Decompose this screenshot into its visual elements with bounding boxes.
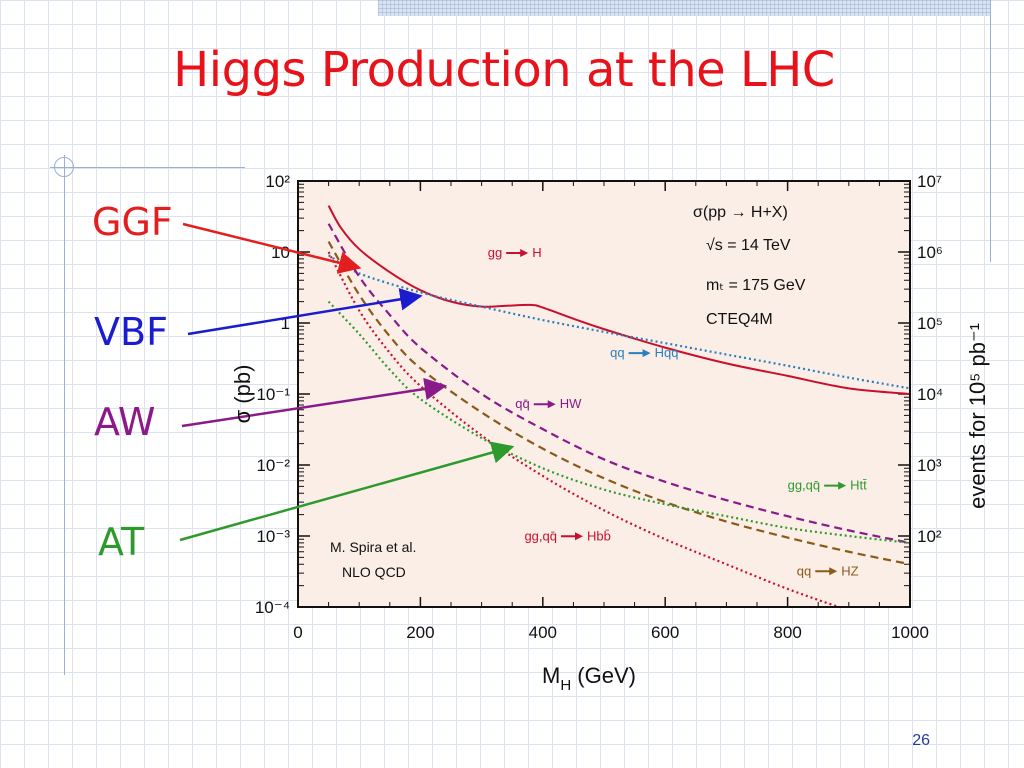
- decorative-rule-horizontal: [50, 167, 245, 168]
- curve-label-result: Htt̄: [850, 478, 867, 493]
- curve-label-process: qq: [610, 345, 624, 360]
- y-tick-label: 1: [281, 314, 290, 333]
- top-decorative-band: [378, 0, 990, 16]
- x-tick-label: 0: [293, 623, 302, 642]
- x-tick-label: 400: [529, 623, 557, 642]
- y2-tick-label: 10⁴: [917, 385, 943, 404]
- series-line-2: [327, 223, 910, 544]
- curve-label-process: qq̄: [515, 396, 529, 411]
- decorative-rule-circle: [54, 157, 74, 177]
- callout-arrow-vbf: [187, 288, 423, 336]
- y-axis-label: σ (pb): [230, 365, 255, 424]
- y-tick-label: 10⁻²: [256, 456, 290, 475]
- callout-label-vbf: VBF: [94, 310, 168, 354]
- series-line-3: [327, 241, 910, 566]
- curve-label-process: gg,qq̄: [524, 528, 557, 543]
- curve-label-process: gg: [488, 245, 502, 260]
- callout-label-at: AT: [98, 520, 145, 564]
- callout-label-ggf: GGF: [92, 200, 173, 244]
- y2-axis-label: events for 10⁵ pb⁻¹: [965, 323, 990, 509]
- callout-label-aw: AW: [94, 400, 156, 444]
- info-line-energy: √s = 14 TeV: [706, 237, 791, 254]
- y-tick-label: 10⁻⁴: [255, 598, 290, 617]
- decorative-rule-vertical: [64, 155, 65, 675]
- y2-tick-label: 10⁷: [917, 172, 942, 191]
- info-line-pdf: CTEQ4M: [706, 311, 773, 328]
- curve-label-process: gg,qq̄: [788, 478, 821, 493]
- curve-label-result: H: [532, 245, 541, 260]
- curve-label-arrowhead-icon: [520, 249, 529, 258]
- x-tick-label: 800: [773, 623, 801, 642]
- curve-label-arrowhead-icon: [829, 567, 838, 576]
- curve-label-arrowhead-icon: [574, 532, 583, 541]
- series-line-1: [328, 254, 910, 390]
- series-line-5: [327, 251, 843, 607]
- callout-arrow-aw: [181, 377, 448, 428]
- credit-order: NLO QCD: [342, 564, 406, 580]
- x-axis-label: MH (GeV): [542, 663, 636, 694]
- series-line-0: [327, 205, 910, 395]
- y-tick-label: 10⁻¹: [256, 385, 290, 404]
- curve-label-arrowhead-icon: [547, 400, 556, 409]
- y-tick-label: 10⁻³: [256, 527, 290, 546]
- info-line-process: σ(pp → H+X): [693, 204, 788, 221]
- y2-tick-label: 10⁶: [917, 243, 943, 262]
- x-tick-label: 1000: [891, 623, 929, 642]
- curve-label-result: HZ: [841, 563, 858, 578]
- x-tick-label: 600: [651, 623, 679, 642]
- curve-label-result: Hqq: [655, 345, 679, 360]
- credit-author: M. Spira et al.: [330, 539, 416, 555]
- curve-label-arrowhead-icon: [838, 481, 847, 490]
- callout-arrow-ggf: [182, 222, 362, 274]
- y2-tick-label: 10³: [917, 456, 942, 475]
- y2-tick-label: 10²: [917, 527, 942, 546]
- decorative-rule-right: [990, 0, 991, 262]
- curve-label-result: HW: [560, 396, 582, 411]
- curve-label-result: Hbb̄: [587, 528, 611, 543]
- callout-arrow-at: [179, 441, 515, 542]
- y2-tick-label: 10⁵: [917, 314, 943, 333]
- plot-frame: [297, 180, 911, 608]
- curve-label-arrowhead-icon: [642, 349, 651, 358]
- slide-title: Higgs Production at the LHC: [173, 42, 835, 98]
- x-tick-label: 200: [406, 623, 434, 642]
- curve-label-process: qq: [797, 563, 811, 578]
- page-number: 26: [912, 732, 930, 749]
- series-line-4: [327, 300, 910, 544]
- info-line-top-mass: mₜ = 175 GeV: [706, 277, 806, 294]
- y-tick-label: 10²: [265, 172, 290, 191]
